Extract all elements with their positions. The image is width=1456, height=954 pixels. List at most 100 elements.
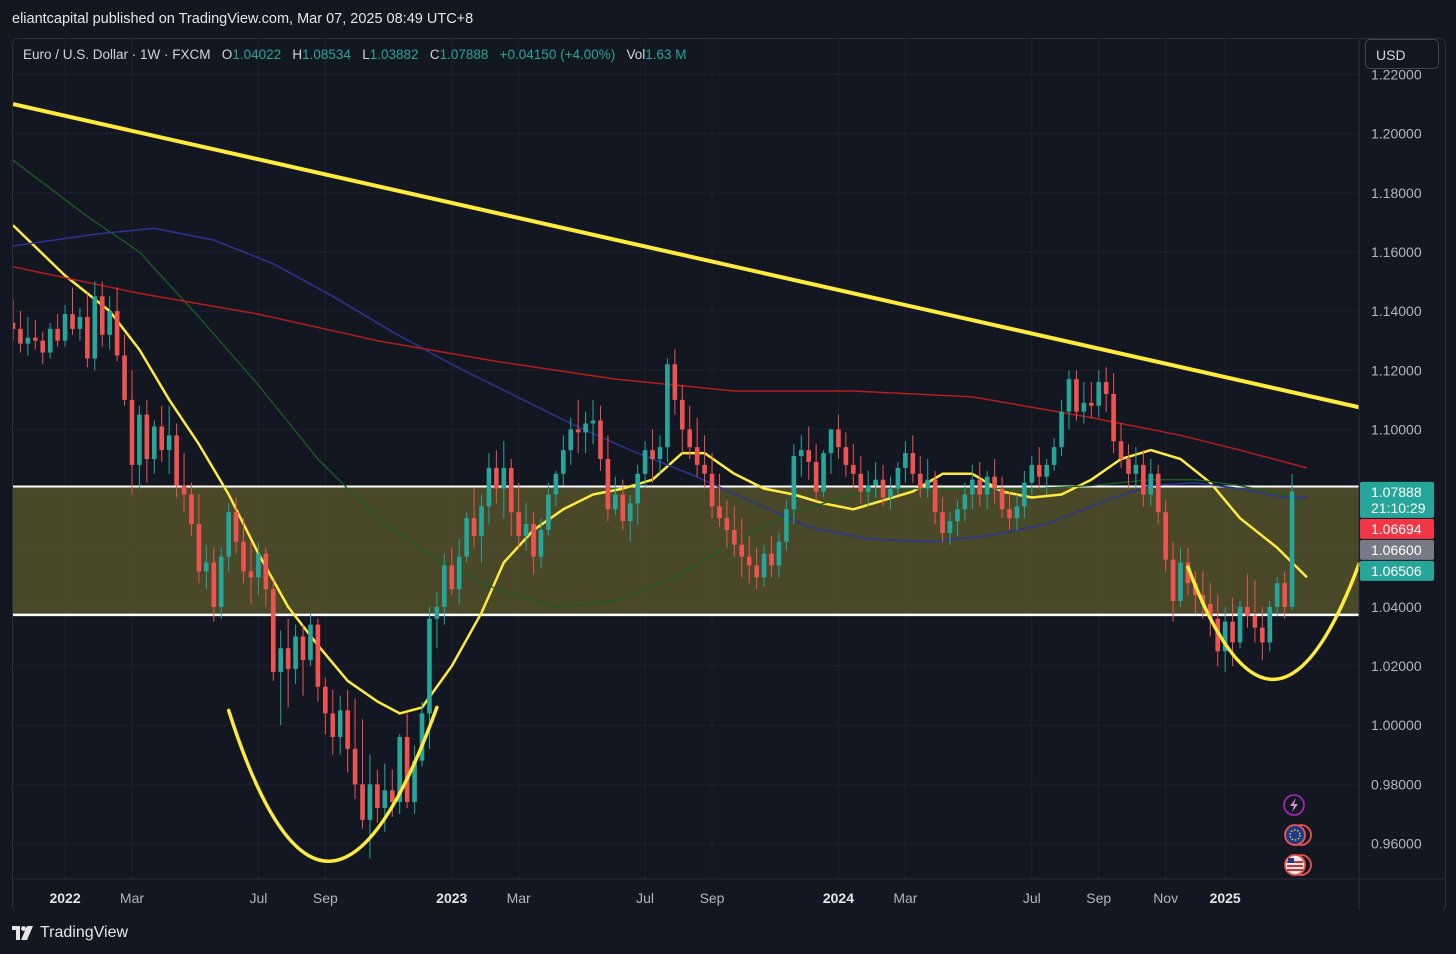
candle-body <box>813 461 819 492</box>
candle-body <box>263 553 269 590</box>
tradingview-logo-icon <box>12 926 33 940</box>
candle-body <box>501 467 507 489</box>
candle-body <box>806 450 812 462</box>
candle-body <box>293 636 298 669</box>
candle-body <box>1207 603 1213 619</box>
candle-body <box>1289 491 1295 607</box>
candle-body <box>955 509 960 522</box>
candle-body <box>1118 441 1124 459</box>
candle-body <box>367 784 373 820</box>
x-tick-label: Jul <box>249 890 267 906</box>
candle-body <box>151 426 157 459</box>
high-value: 1.08534 <box>302 47 351 62</box>
candle-body <box>1014 506 1020 519</box>
y-tick-label: 0.96000 <box>1371 836 1422 852</box>
candle-body <box>784 509 789 542</box>
candle-body <box>25 337 31 344</box>
candle-body <box>665 364 670 448</box>
candle-body <box>181 485 187 495</box>
candle-body <box>256 553 261 578</box>
x-tick-label: 2022 <box>49 890 80 906</box>
candle-body <box>1022 482 1027 507</box>
candle-body <box>449 565 455 590</box>
candle-body <box>717 506 722 519</box>
tradingview-logo[interactable]: TradingView <box>12 924 128 942</box>
candle-body <box>62 314 68 341</box>
candle-body <box>754 565 759 578</box>
candle-body <box>880 479 886 498</box>
candle-body <box>47 328 53 353</box>
candle-body <box>464 518 469 557</box>
candle-body <box>605 459 611 510</box>
chart-panel[interactable]: 1.22000 1.20000 1.18000 1.16000 1.14000 1.120… <box>12 38 1446 912</box>
candle-body <box>977 479 983 495</box>
symbol-name[interactable]: Euro / U.S. Dollar · 1W · FXCM <box>23 47 211 62</box>
candlestick-chart[interactable]: 1.22000 1.20000 1.18000 1.16000 1.14000 1.120… <box>13 39 1445 911</box>
candle-body <box>620 494 626 522</box>
candle-body <box>174 435 179 486</box>
candle-body <box>397 737 403 803</box>
candle-body <box>494 467 499 489</box>
low-label: L <box>362 47 370 62</box>
descending-trendline <box>13 102 1360 410</box>
x-tick-label: Mar <box>120 890 144 906</box>
candle-body <box>508 467 514 513</box>
x-tick-label: 2025 <box>1210 890 1241 906</box>
x-tick-label: Sep <box>313 890 338 906</box>
candle-body <box>821 453 826 492</box>
candle-body <box>285 648 291 669</box>
lightning-event-icon[interactable] <box>1283 794 1305 816</box>
candle-body <box>1007 509 1012 519</box>
candle-body <box>999 488 1005 510</box>
candle-body <box>568 429 574 451</box>
candle-body <box>1081 402 1087 412</box>
candle-body <box>70 314 75 329</box>
candle-body <box>910 453 916 474</box>
candle-body <box>360 784 365 820</box>
y-tick-label: 1.14000 <box>1371 303 1422 319</box>
candle-body <box>1059 411 1064 448</box>
candle-body <box>55 328 60 341</box>
x-tick-label: Nov <box>1153 890 1178 906</box>
x-tick-label: Sep <box>700 890 725 906</box>
candle-body <box>13 322 16 329</box>
candle-body <box>925 479 930 489</box>
candle-body <box>1260 627 1265 643</box>
close-label: C <box>429 47 440 62</box>
currency-button[interactable]: USD <box>1365 39 1439 69</box>
candle-body <box>984 476 990 495</box>
candle-body <box>427 618 432 714</box>
candle-body <box>442 565 447 607</box>
candle-body <box>940 512 945 533</box>
y-tick-label: 1.04000 <box>1371 599 1422 615</box>
candle-body <box>137 414 142 465</box>
candle-body <box>323 686 328 714</box>
candle-body <box>590 420 596 424</box>
volume-label: Vol <box>626 47 646 62</box>
candle-body <box>300 636 306 661</box>
close-value: 1.07888 <box>439 47 489 62</box>
candle-body <box>129 399 135 465</box>
rounded-bottom-arc-2 <box>1186 562 1361 682</box>
open-label: O <box>221 47 233 62</box>
candle-body <box>412 760 417 803</box>
eu-flag-event-icon[interactable] <box>1284 824 1312 846</box>
candle-body <box>99 296 105 335</box>
candle-body <box>166 435 172 451</box>
candle-body <box>828 429 834 454</box>
candle-body <box>865 485 871 492</box>
candle-body <box>434 606 440 619</box>
y-tick-label: 1.00000 <box>1371 717 1422 733</box>
candle-body <box>1148 473 1154 495</box>
us-flag-event-icon[interactable] <box>1284 854 1312 876</box>
candle-body <box>144 414 150 459</box>
candle-body <box>107 311 112 335</box>
candle-body <box>389 790 395 803</box>
candle-body <box>791 456 797 510</box>
candle-body <box>218 556 224 607</box>
candle-body <box>657 447 663 459</box>
candle-body <box>702 464 707 474</box>
candle-body <box>642 450 648 474</box>
candle-body <box>843 447 849 465</box>
y-tick-label: 1.12000 <box>1371 362 1422 378</box>
